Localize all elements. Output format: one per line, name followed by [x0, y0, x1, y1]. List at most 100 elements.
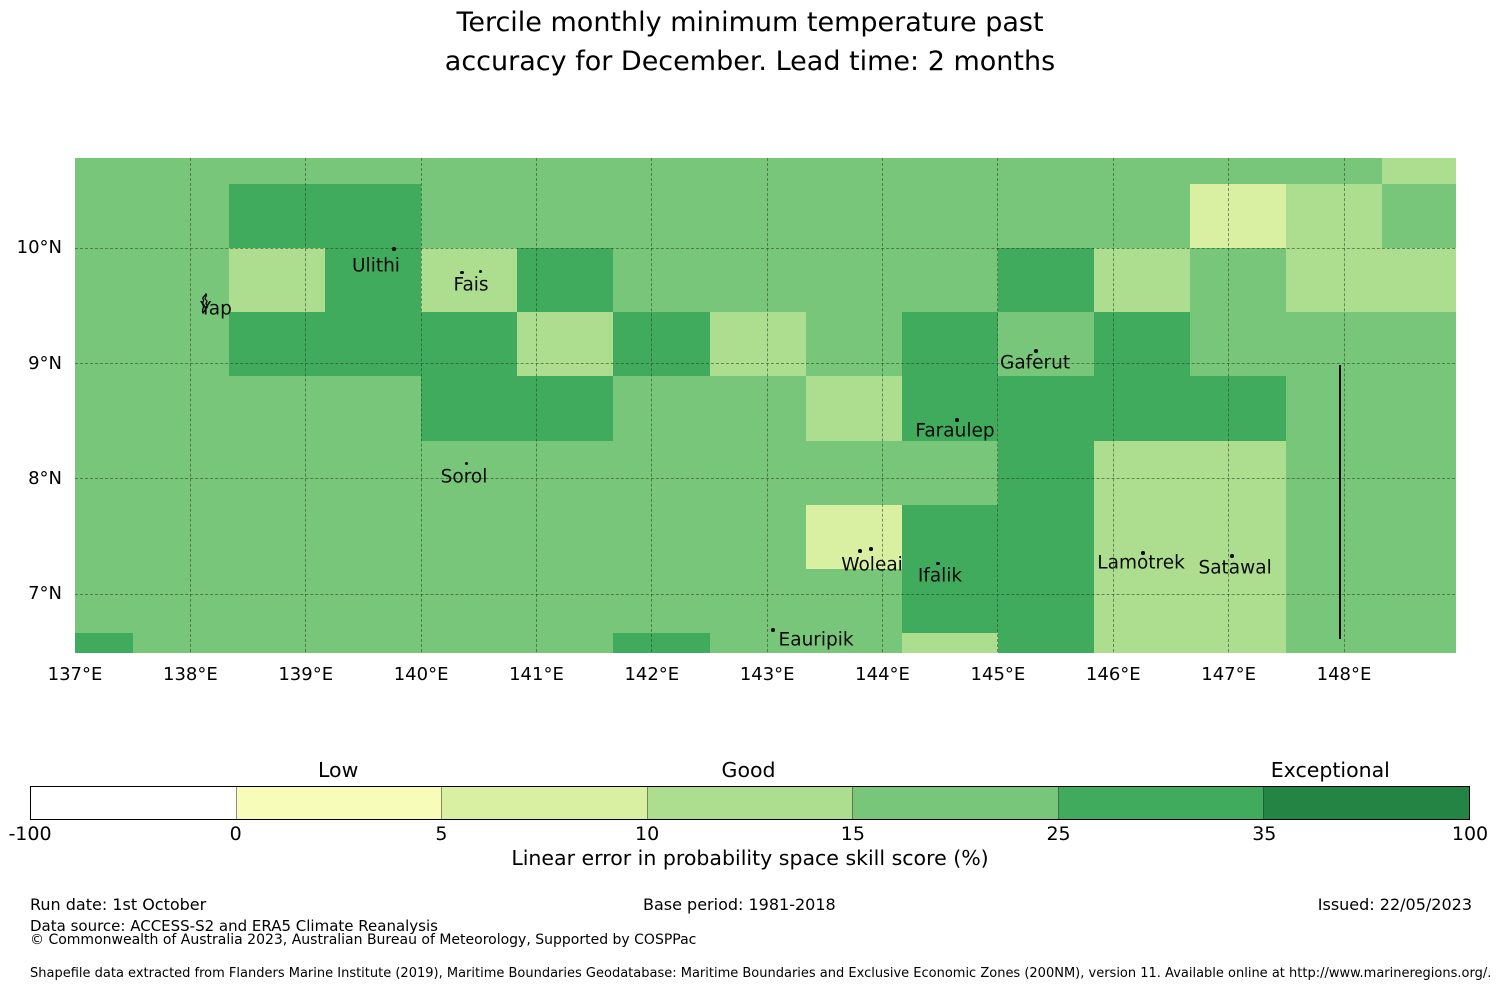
meridian-gridline — [189, 158, 191, 652]
map-cell — [421, 632, 518, 653]
map-cell — [132, 248, 230, 314]
map-cell — [613, 184, 711, 249]
island-marker — [460, 270, 464, 275]
map-cell — [132, 312, 230, 378]
map-cell — [228, 632, 326, 653]
map-cell — [805, 184, 903, 249]
parallel-gridline — [75, 478, 1455, 480]
map-cell — [805, 248, 903, 314]
map-cell — [421, 376, 518, 442]
y-tick-label: 9°N — [28, 352, 62, 374]
map-cell — [997, 184, 1095, 249]
map-cell — [613, 504, 711, 570]
colorbar-tick-label: 10 — [635, 823, 660, 845]
map-cell — [75, 248, 134, 314]
map-cell — [228, 248, 326, 314]
x-tick-label: 138°E — [162, 664, 218, 685]
map-cell — [1286, 376, 1384, 442]
island-label: Satawal — [1198, 557, 1272, 579]
map-cell — [709, 184, 807, 249]
island-label: Sorol — [440, 466, 488, 488]
map-cell — [421, 312, 518, 378]
x-tick-label: 147°E — [1201, 664, 1257, 685]
map-cell — [997, 440, 1095, 506]
map-cell — [1094, 504, 1191, 570]
island-label: Faraulep — [915, 420, 995, 442]
map-cell — [901, 312, 999, 378]
x-tick-label: 143°E — [739, 664, 795, 685]
map-cell — [709, 504, 807, 570]
y-tick-label: 8°N — [28, 467, 62, 489]
colorbar-tick-label: 0 — [229, 823, 242, 845]
colorbar-category-label: Good — [721, 758, 776, 782]
meridian-gridline — [1343, 158, 1345, 652]
parallel-gridline — [75, 593, 1455, 595]
map-cell — [997, 158, 1095, 185]
shapefile-attribution-text: Shapefile data extracted from Flanders M… — [30, 966, 1492, 981]
map-cell — [805, 158, 903, 185]
map-cell — [1286, 440, 1384, 506]
chart-title-line2: accuracy for December. Lead time: 2 mont… — [444, 46, 1056, 77]
map-cell — [1382, 568, 1456, 634]
map-cell — [132, 568, 230, 634]
x-tick-label: 145°E — [970, 664, 1026, 685]
meridian-gridline — [535, 158, 537, 652]
colorbar — [30, 786, 1470, 820]
map-cell — [1190, 158, 1287, 185]
map-cell — [805, 568, 903, 634]
map-cell — [517, 312, 614, 378]
map-cell — [1286, 504, 1384, 570]
map-cell — [1094, 248, 1191, 314]
map-cell — [75, 184, 134, 249]
map-cell — [1094, 632, 1191, 653]
map-cell — [228, 312, 326, 378]
island-marker — [858, 549, 862, 553]
map-cell — [1286, 184, 1384, 249]
island-label: Eauripik — [778, 629, 854, 651]
map-cell — [1382, 376, 1456, 442]
map-cell — [228, 158, 326, 185]
island-marker — [869, 547, 873, 551]
x-tick-label: 141°E — [509, 664, 564, 685]
map-cell — [324, 440, 422, 506]
issued-date-text: Issued: 22/05/2023 — [1317, 895, 1472, 914]
island-label: Lamotrek — [1097, 552, 1185, 574]
map-cell — [709, 440, 807, 506]
map-cell — [132, 158, 230, 185]
chart-title-line1: Tercile monthly minimum temperature past — [456, 7, 1044, 38]
map-cell — [997, 632, 1095, 653]
x-tick-label: 148°E — [1316, 664, 1372, 685]
map-cell — [613, 312, 711, 378]
meridian-gridline — [882, 158, 884, 652]
map-cell — [324, 504, 422, 570]
map-cell — [132, 440, 230, 506]
map-cell — [228, 440, 326, 506]
map-cell — [1382, 632, 1456, 653]
island-marker — [392, 247, 396, 251]
base-period-text: Base period: 1981-2018 — [643, 895, 836, 914]
map-cell — [1094, 184, 1191, 249]
map-cell — [1382, 158, 1456, 185]
map-cell — [1382, 184, 1456, 249]
copyright-text: © Commonwealth of Australia 2023, Austra… — [30, 932, 697, 948]
map-cell — [324, 568, 422, 634]
map-cell — [805, 376, 903, 442]
map-cell — [613, 158, 711, 185]
colorbar-segment — [236, 787, 443, 819]
map-cell — [997, 312, 1095, 378]
island-marker — [478, 269, 483, 274]
island-label: Gaferut — [999, 352, 1071, 374]
map-cell — [1190, 568, 1287, 634]
map-cell — [75, 440, 134, 506]
map-cell — [75, 376, 134, 442]
map-cell — [421, 440, 518, 506]
colorbar-category-label: Exceptional — [1270, 758, 1390, 782]
map-cell — [997, 568, 1095, 634]
map-cell — [1286, 568, 1384, 634]
map-cell — [421, 568, 518, 634]
map-cell — [517, 504, 614, 570]
map-cell — [709, 158, 807, 185]
map-cell — [132, 184, 230, 249]
data-source-text: Data source: ACCESS-S2 and ERA5 Climate … — [30, 917, 438, 935]
map-cell — [324, 376, 422, 442]
